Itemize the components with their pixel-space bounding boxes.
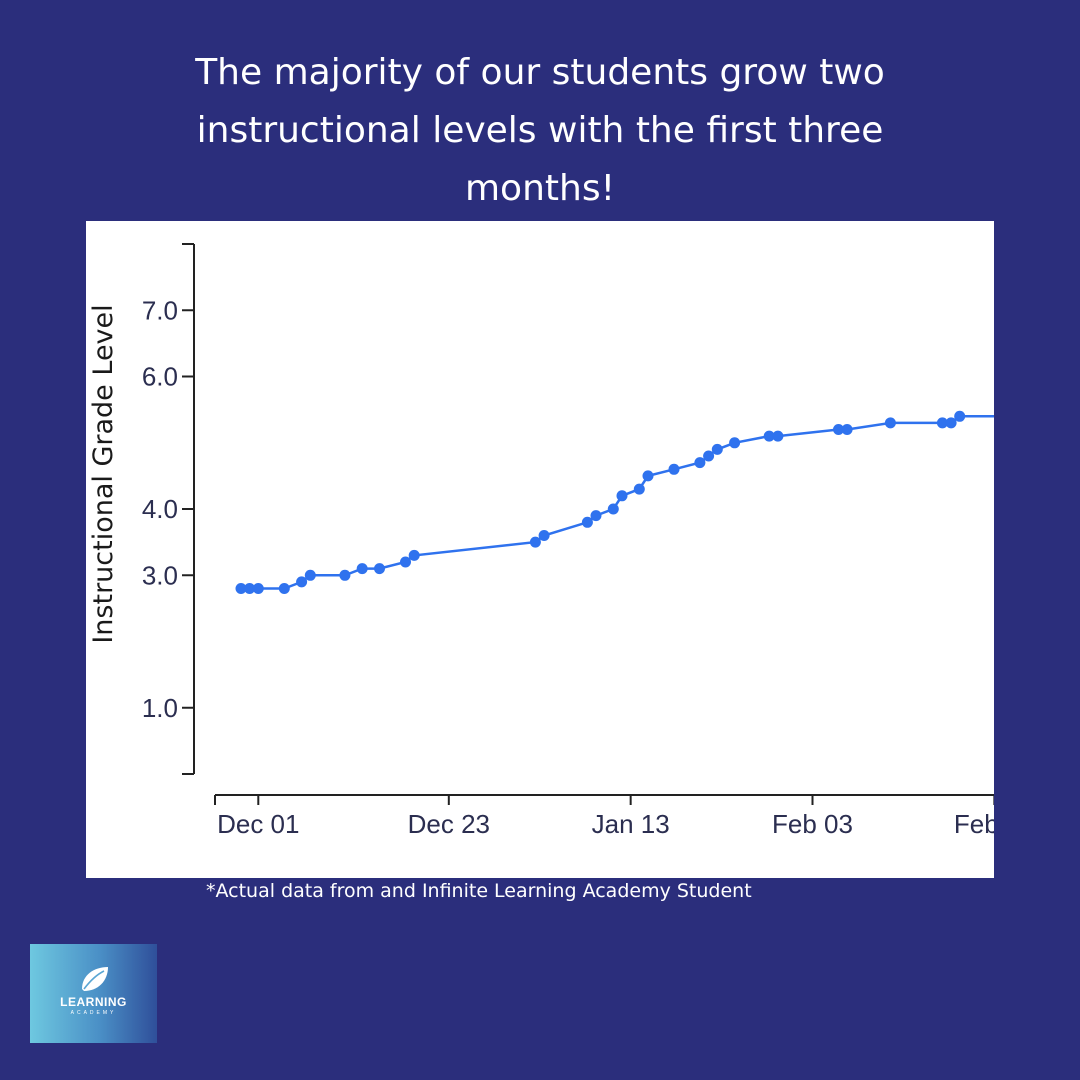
data-point bbox=[772, 430, 784, 442]
logo-word: LEARNING bbox=[60, 995, 127, 1009]
data-point bbox=[400, 556, 411, 568]
data-point bbox=[668, 463, 680, 475]
data-point bbox=[607, 503, 619, 515]
data-point bbox=[616, 490, 628, 502]
data-point bbox=[642, 470, 654, 482]
data-point bbox=[529, 536, 541, 548]
line-chart: 1.0 3.0 4.0 6.0 7.0 Dec 01 Dec 23 Jan 13 Feb 03… bbox=[88, 243, 994, 839]
x-tick-label: Feb 24 bbox=[954, 809, 994, 839]
data-point bbox=[694, 457, 706, 469]
y-tick-label: 1.0 bbox=[142, 693, 178, 723]
x-tick-label: Jan 13 bbox=[592, 809, 670, 839]
data-point bbox=[296, 576, 308, 588]
data-point bbox=[945, 417, 957, 429]
x-tick-label: Feb 03 bbox=[772, 809, 853, 839]
academy-logo: LEARNING ACADEMY bbox=[30, 944, 157, 1043]
y-tick-label: 3.0 bbox=[142, 560, 178, 590]
data-point bbox=[936, 417, 948, 429]
data-point bbox=[278, 583, 290, 594]
logo-subword: ACADEMY bbox=[70, 1010, 117, 1016]
y-tick-label: 4.0 bbox=[142, 494, 178, 524]
x-axis: Dec 01 Dec 23 Jan 13 Feb 03 Feb 24 bbox=[214, 794, 994, 839]
footnote: *Actual data from and Infinite Learning … bbox=[206, 880, 752, 902]
data-point bbox=[729, 437, 741, 449]
y-tick-label: 7.0 bbox=[142, 295, 178, 325]
data-point bbox=[538, 530, 550, 541]
data-point bbox=[252, 583, 264, 594]
data-point bbox=[633, 483, 645, 495]
x-tick-label: Dec 23 bbox=[408, 809, 490, 839]
x-tick-label: Dec 01 bbox=[217, 809, 299, 839]
leaf-logo-icon bbox=[81, 967, 108, 991]
y-axis: 1.0 3.0 4.0 6.0 7.0 bbox=[142, 243, 195, 775]
data-point bbox=[244, 583, 256, 594]
data-point bbox=[703, 450, 715, 462]
data-point bbox=[374, 563, 385, 575]
data-point bbox=[339, 569, 351, 581]
data-point bbox=[763, 430, 775, 442]
headline: The majority of our students grow two in… bbox=[195, 52, 885, 209]
data-point bbox=[590, 510, 602, 522]
data-point bbox=[581, 516, 593, 528]
series-line bbox=[241, 415, 994, 590]
data-point bbox=[954, 410, 966, 422]
y-axis-label: Instructional Grade Level bbox=[88, 304, 119, 643]
data-point bbox=[356, 563, 368, 575]
data-point bbox=[833, 424, 844, 435]
series-layer bbox=[235, 410, 994, 594]
y-tick-label: 6.0 bbox=[142, 362, 178, 392]
chart-panel: 1.0 3.0 4.0 6.0 7.0 Dec 01 Dec 23 Jan 13 Feb 03… bbox=[86, 221, 994, 878]
data-point bbox=[408, 549, 420, 561]
data-point bbox=[841, 424, 853, 435]
data-point bbox=[235, 583, 247, 594]
data-point bbox=[304, 569, 316, 581]
data-point bbox=[711, 443, 723, 455]
data-point bbox=[884, 417, 896, 429]
